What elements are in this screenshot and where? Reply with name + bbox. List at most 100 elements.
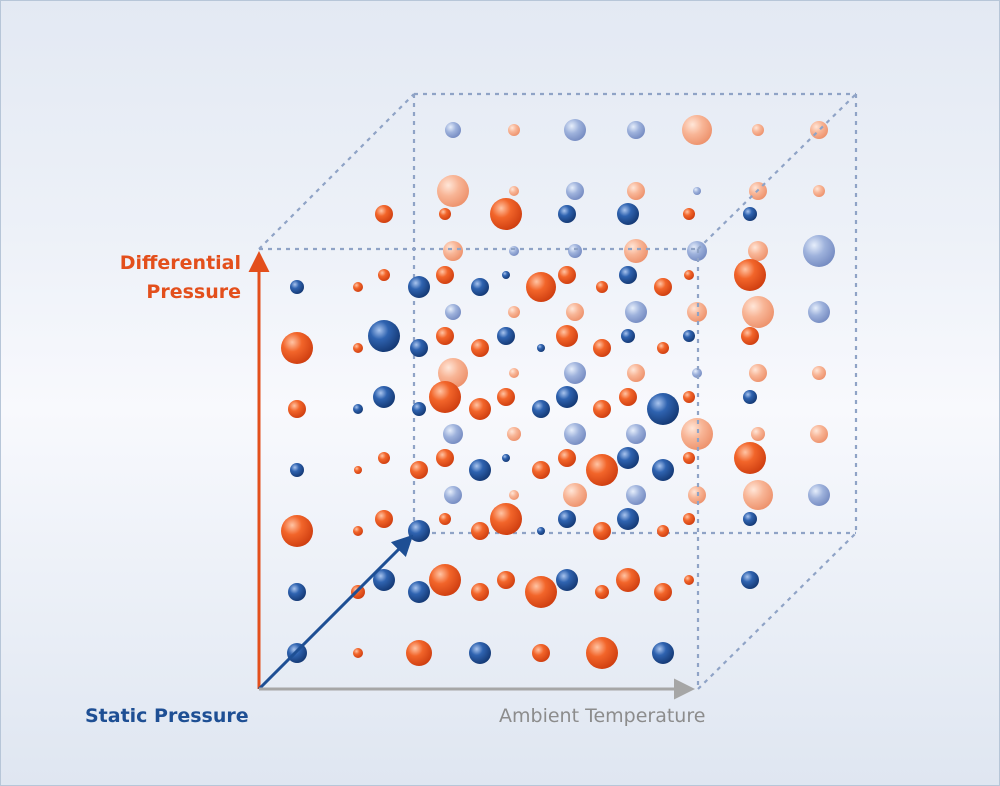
orange-sphere bbox=[743, 480, 773, 510]
orange-sphere bbox=[532, 644, 550, 662]
blue-sphere bbox=[803, 235, 835, 267]
orange-sphere bbox=[752, 124, 764, 136]
blue-sphere bbox=[290, 463, 304, 477]
cube-edge bbox=[258, 93, 415, 250]
orange-sphere bbox=[443, 241, 463, 261]
orange-sphere bbox=[558, 266, 576, 284]
orange-sphere bbox=[683, 391, 695, 403]
blue-sphere bbox=[408, 581, 430, 603]
blue-sphere bbox=[502, 271, 510, 279]
blue-sphere bbox=[566, 182, 584, 200]
orange-sphere bbox=[593, 339, 611, 357]
blue-sphere bbox=[693, 187, 701, 195]
orange-sphere bbox=[439, 208, 451, 220]
orange-sphere bbox=[439, 513, 451, 525]
blue-sphere bbox=[373, 386, 395, 408]
blue-sphere bbox=[558, 205, 576, 223]
orange-sphere bbox=[593, 522, 611, 540]
blue-sphere bbox=[743, 207, 757, 221]
blue-sphere bbox=[652, 642, 674, 664]
blue-sphere bbox=[288, 583, 306, 601]
orange-sphere bbox=[490, 198, 522, 230]
ambient-temperature-label: Ambient Temperature bbox=[499, 705, 706, 727]
orange-sphere bbox=[497, 388, 515, 406]
blue-sphere bbox=[445, 304, 461, 320]
blue-sphere bbox=[556, 386, 578, 408]
orange-sphere bbox=[508, 124, 520, 136]
orange-sphere bbox=[471, 583, 489, 601]
blue-sphere bbox=[625, 301, 647, 323]
orange-sphere bbox=[429, 564, 461, 596]
blue-sphere bbox=[617, 447, 639, 469]
orange-sphere bbox=[288, 400, 306, 418]
orange-sphere bbox=[627, 364, 645, 382]
orange-sphere bbox=[682, 115, 712, 145]
blue-sphere bbox=[564, 362, 586, 384]
orange-sphere bbox=[525, 576, 557, 608]
cube-edge bbox=[697, 93, 857, 250]
orange-sphere bbox=[657, 342, 669, 354]
orange-sphere bbox=[429, 381, 461, 413]
orange-sphere bbox=[354, 466, 362, 474]
blue-sphere bbox=[568, 244, 582, 258]
orange-sphere bbox=[508, 306, 520, 318]
orange-sphere bbox=[749, 364, 767, 382]
orange-sphere bbox=[378, 269, 390, 281]
blue-sphere bbox=[621, 329, 635, 343]
blue-sphere bbox=[497, 327, 515, 345]
orange-sphere bbox=[813, 185, 825, 197]
orange-sphere bbox=[438, 358, 468, 388]
blue-sphere bbox=[556, 569, 578, 591]
blue-sphere bbox=[619, 266, 637, 284]
orange-sphere bbox=[566, 303, 584, 321]
orange-sphere bbox=[509, 368, 519, 378]
blue-sphere bbox=[290, 280, 304, 294]
orange-sphere bbox=[353, 282, 363, 292]
blue-sphere bbox=[408, 520, 430, 542]
orange-sphere bbox=[593, 400, 611, 418]
orange-sphere bbox=[657, 525, 669, 537]
blue-sphere bbox=[469, 642, 491, 664]
blue-sphere bbox=[626, 485, 646, 505]
orange-sphere bbox=[684, 575, 694, 585]
orange-sphere bbox=[471, 522, 489, 540]
orange-sphere bbox=[810, 425, 828, 443]
blue-sphere bbox=[617, 203, 639, 225]
orange-sphere bbox=[375, 510, 393, 528]
orange-sphere bbox=[281, 515, 313, 547]
blue-sphere bbox=[444, 486, 462, 504]
blue-sphere bbox=[741, 571, 759, 589]
blue-sphere bbox=[373, 569, 395, 591]
blue-sphere bbox=[564, 423, 586, 445]
orange-sphere bbox=[810, 121, 828, 139]
orange-sphere bbox=[683, 208, 695, 220]
orange-sphere bbox=[683, 452, 695, 464]
blue-sphere bbox=[412, 402, 426, 416]
blue-sphere bbox=[368, 320, 400, 352]
blue-sphere bbox=[502, 454, 510, 462]
blue-sphere bbox=[443, 424, 463, 444]
orange-sphere bbox=[507, 427, 521, 441]
orange-sphere bbox=[812, 366, 826, 380]
orange-sphere bbox=[436, 266, 454, 284]
differential-pressure-label-line2: Pressure bbox=[146, 281, 241, 303]
orange-sphere bbox=[751, 427, 765, 441]
orange-sphere bbox=[748, 241, 768, 261]
orange-sphere bbox=[526, 272, 556, 302]
orange-sphere bbox=[654, 278, 672, 296]
blue-sphere bbox=[445, 122, 461, 138]
orange-sphere bbox=[734, 442, 766, 474]
blue-sphere bbox=[808, 484, 830, 506]
blue-sphere bbox=[683, 330, 695, 342]
orange-sphere bbox=[375, 205, 393, 223]
blue-sphere bbox=[808, 301, 830, 323]
orange-sphere bbox=[437, 175, 469, 207]
blue-sphere bbox=[626, 424, 646, 444]
blue-sphere bbox=[692, 368, 702, 378]
blue-sphere bbox=[743, 512, 757, 526]
blue-sphere bbox=[652, 459, 674, 481]
orange-sphere bbox=[684, 270, 694, 280]
blue-sphere bbox=[617, 508, 639, 530]
